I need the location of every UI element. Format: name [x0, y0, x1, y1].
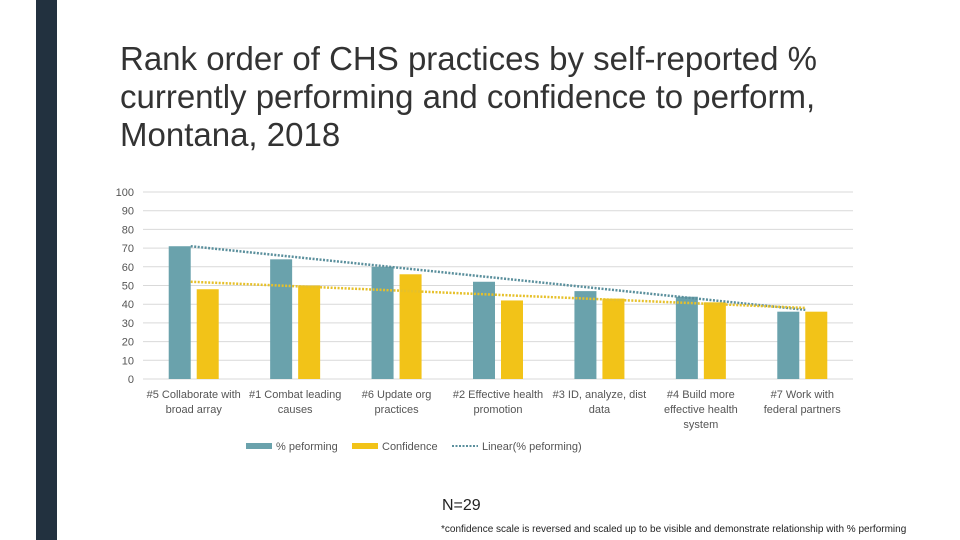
bar-confidence [298, 285, 321, 379]
bar-performing [777, 311, 800, 379]
trendline-confidence [190, 280, 806, 310]
bar-confidence [399, 274, 422, 379]
y-tick-label: 80 [122, 224, 134, 236]
bar-performing [168, 246, 191, 379]
legend-trendline-label: Linear(% peforming) [482, 441, 582, 453]
bar-performing [270, 259, 293, 379]
slide-title: Rank order of CHS practices by self-repo… [120, 40, 817, 153]
y-tick-label: 0 [128, 374, 134, 386]
bar-confidence [703, 302, 726, 379]
y-tick-label: 10 [122, 355, 134, 367]
bar-confidence [196, 289, 219, 379]
x-category-label: #5 Collaborate with broad array [147, 389, 241, 416]
bar-performing [574, 291, 597, 379]
legend-performing-swatch [246, 443, 272, 449]
bar-confidence [501, 300, 523, 379]
x-category-label: #1 Combat leading causes [249, 389, 341, 416]
y-tick-label: 40 [122, 299, 134, 311]
bar-performing [675, 296, 698, 379]
y-tick-label: 90 [122, 206, 134, 218]
x-category-label: #7 Work with federal partners [764, 389, 842, 416]
trendline-performing [190, 244, 806, 312]
y-tick-label: 20 [122, 337, 134, 349]
sample-size-note: N=29 [442, 497, 481, 514]
slide-accent-bar [36, 0, 57, 540]
y-tick-label: 30 [122, 318, 134, 330]
footnote: *confidence scale is reversed and scaled… [441, 524, 907, 535]
x-category-label: #3 ID, analyze, dist data [553, 389, 647, 416]
bar-performing [473, 281, 495, 379]
bar-performing [371, 266, 394, 379]
y-tick-label: 50 [122, 281, 134, 293]
x-category-label: #6 Update org practices [362, 389, 432, 416]
y-tick-label: 70 [122, 243, 134, 255]
y-tick-label: 60 [122, 262, 134, 274]
legend-confidence-label: Confidence [382, 441, 438, 453]
bar-confidence [602, 298, 625, 379]
legend-performing-label: % peforming [276, 441, 338, 453]
bar-confidence [805, 311, 828, 379]
y-tick-label: 100 [116, 187, 134, 199]
legend-confidence-swatch [352, 443, 378, 449]
x-category-label: #4 Build more effective health system [664, 389, 738, 431]
x-category-label: #2 Effective health promotion [453, 389, 543, 416]
